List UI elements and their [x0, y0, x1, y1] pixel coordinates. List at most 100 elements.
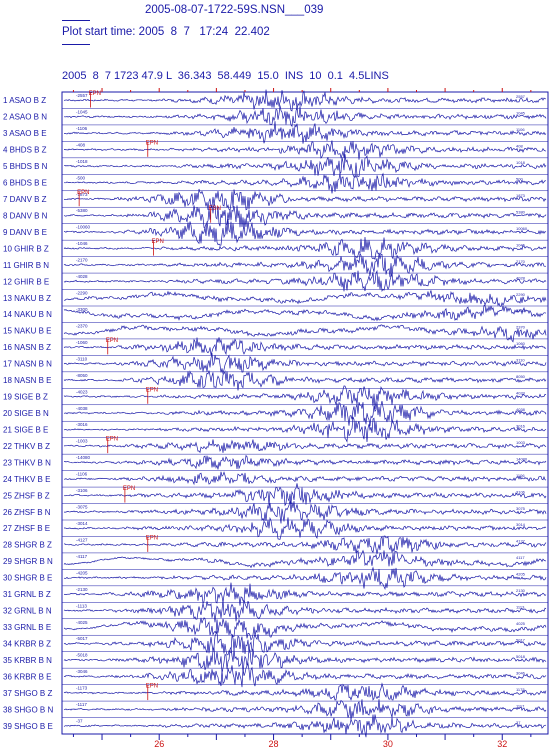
trace-label: 26 ZHSF B N [3, 508, 51, 517]
trace-end-label: 4028 [516, 275, 526, 280]
trace-label: 28 SHGR B Z [3, 541, 52, 550]
phase-pick-label: EPN [89, 91, 101, 97]
trace-end-label: 37 [516, 720, 521, 725]
trace-label: 14 NAKU B N [3, 310, 52, 319]
trace-label: 7 DANV B Z [3, 195, 47, 204]
trace-waveform [63, 617, 547, 641]
amp-label: -5017 [76, 636, 88, 641]
amp-label: -4127 [76, 537, 88, 542]
trace-end-label: 1113 [516, 605, 525, 610]
plot-frame [61, 91, 549, 735]
trace-end-label: 1046 [516, 242, 526, 247]
trace-label: 19 SIGE B Z [3, 393, 48, 402]
amp-label: -3016 [76, 422, 88, 427]
amp-label: -1117 [76, 702, 87, 707]
amp-label: -1018 [76, 159, 88, 164]
trace-label: 13 NAKU B Z [3, 294, 51, 303]
trace-label: 12 GHIR B E [3, 277, 49, 286]
trace-waveform [63, 661, 547, 688]
trace-end-label: 1018 [516, 160, 526, 165]
trace-label: 6 BHDS B E [3, 179, 47, 188]
trace-waveform [63, 646, 547, 674]
phase-pick-label: EPN [146, 535, 158, 541]
amp-label: -1046 [76, 241, 88, 246]
trace-waveform [63, 714, 547, 738]
phase-pick-label: EPN [146, 140, 158, 146]
amp-label: -2290 [76, 291, 88, 296]
event-header-line: 2005 8 7 1723 47.9 L 36.343 58.449 15.0 … [62, 70, 389, 82]
amp-label: -5018 [76, 653, 88, 658]
trace-end-label: 4127 [516, 539, 526, 544]
trace-end-label: 2290 [516, 292, 526, 297]
trace-waveform [63, 370, 547, 391]
trace-label: 16 NASN B Z [3, 343, 51, 352]
x-tick-label: 30 [383, 739, 393, 749]
trace-end-label: 408 [516, 144, 523, 149]
trace-label: 3 ASAO B E [3, 129, 47, 138]
trace-end-label: 1003 [516, 440, 526, 445]
trace-waveform [63, 454, 547, 470]
trace-end-label: 3110 [516, 358, 525, 363]
trace-waveform [63, 599, 547, 623]
trace-end-label: 2170 [516, 259, 526, 264]
trace-label: 24 THKV B E [3, 475, 50, 484]
amp-label: -500 [76, 175, 86, 180]
trace-label: 35 KRBR B N [3, 656, 52, 665]
trace-waveform [63, 682, 547, 701]
trace-end-label: 3014 [516, 522, 526, 527]
trace-label: 1 ASAO B Z [3, 96, 46, 105]
trace-label: 21 SIGE B E [3, 425, 48, 434]
trace-waveform [63, 140, 547, 160]
phase-pick-label: EPN [123, 486, 135, 492]
trace-waveform [63, 582, 547, 606]
trace-end-label: 3016 [516, 423, 526, 428]
trace-waveform [63, 385, 547, 409]
trace-waveform [63, 290, 547, 307]
trace-end-label: 10060 [516, 226, 528, 231]
x-tick-label: 28 [269, 739, 279, 749]
trace-end-label: 5018 [516, 654, 526, 659]
trace-end-label: 1106 [516, 127, 525, 132]
amp-label: -2370 [76, 323, 88, 328]
amp-label: -3110 [76, 356, 88, 361]
phase-pick-label: EPN [151, 239, 163, 245]
trace-waveform [63, 172, 547, 194]
amp-label: -8050 [76, 373, 88, 378]
title-underline [62, 20, 90, 21]
trace-waveform [63, 439, 547, 454]
trace-waveform [63, 324, 547, 343]
amp-label: -4025 [76, 620, 88, 625]
trace-label: 23 THKV B N [3, 458, 51, 467]
trace-label: 31 GRNL B Z [3, 590, 51, 599]
phase-pick-label: EPN [106, 437, 118, 443]
trace-end-label: 500 [516, 177, 523, 182]
trace-label: 18 NASN B E [3, 376, 51, 385]
trace-label: 20 SIGE B N [3, 409, 49, 418]
trace-waveform [63, 304, 547, 322]
trace-waveform [63, 471, 547, 486]
x-tick-label: 32 [497, 739, 507, 749]
phase-pick-label: EPN [77, 190, 89, 196]
trace-end-label: 8050 [516, 374, 526, 379]
trace-end-label: 2557 [516, 94, 526, 99]
amp-label: -408 [76, 142, 86, 147]
plot-start-time: Plot start time: 2005 8 7 17:24 22.402 [62, 26, 270, 38]
plot-start-underline [62, 44, 90, 45]
trace-waveform [63, 219, 547, 246]
amp-label: -14080 [76, 455, 91, 460]
trace-label: 25 ZHSF B Z [3, 491, 50, 500]
trace-waveform [63, 630, 546, 656]
amp-label: -4205 [76, 570, 88, 575]
trace-end-label: 1045 [516, 111, 526, 116]
trace-end-label: 2370 [516, 325, 526, 330]
trace-label: 8 DANV B N [3, 211, 48, 220]
trace-label: 4 BHDS B Z [3, 146, 47, 155]
trace-end-label: 14080 [516, 456, 528, 461]
trace-waveform [63, 549, 547, 569]
trace-waveform [63, 337, 547, 356]
amp-label: -1106 [76, 472, 88, 477]
amp-label: -2170 [76, 258, 88, 263]
amp-label: -3014 [76, 521, 88, 526]
